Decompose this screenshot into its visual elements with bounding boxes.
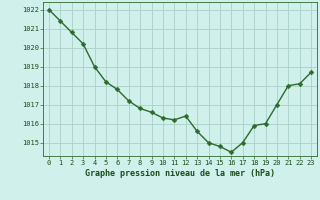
- X-axis label: Graphe pression niveau de la mer (hPa): Graphe pression niveau de la mer (hPa): [85, 169, 275, 178]
